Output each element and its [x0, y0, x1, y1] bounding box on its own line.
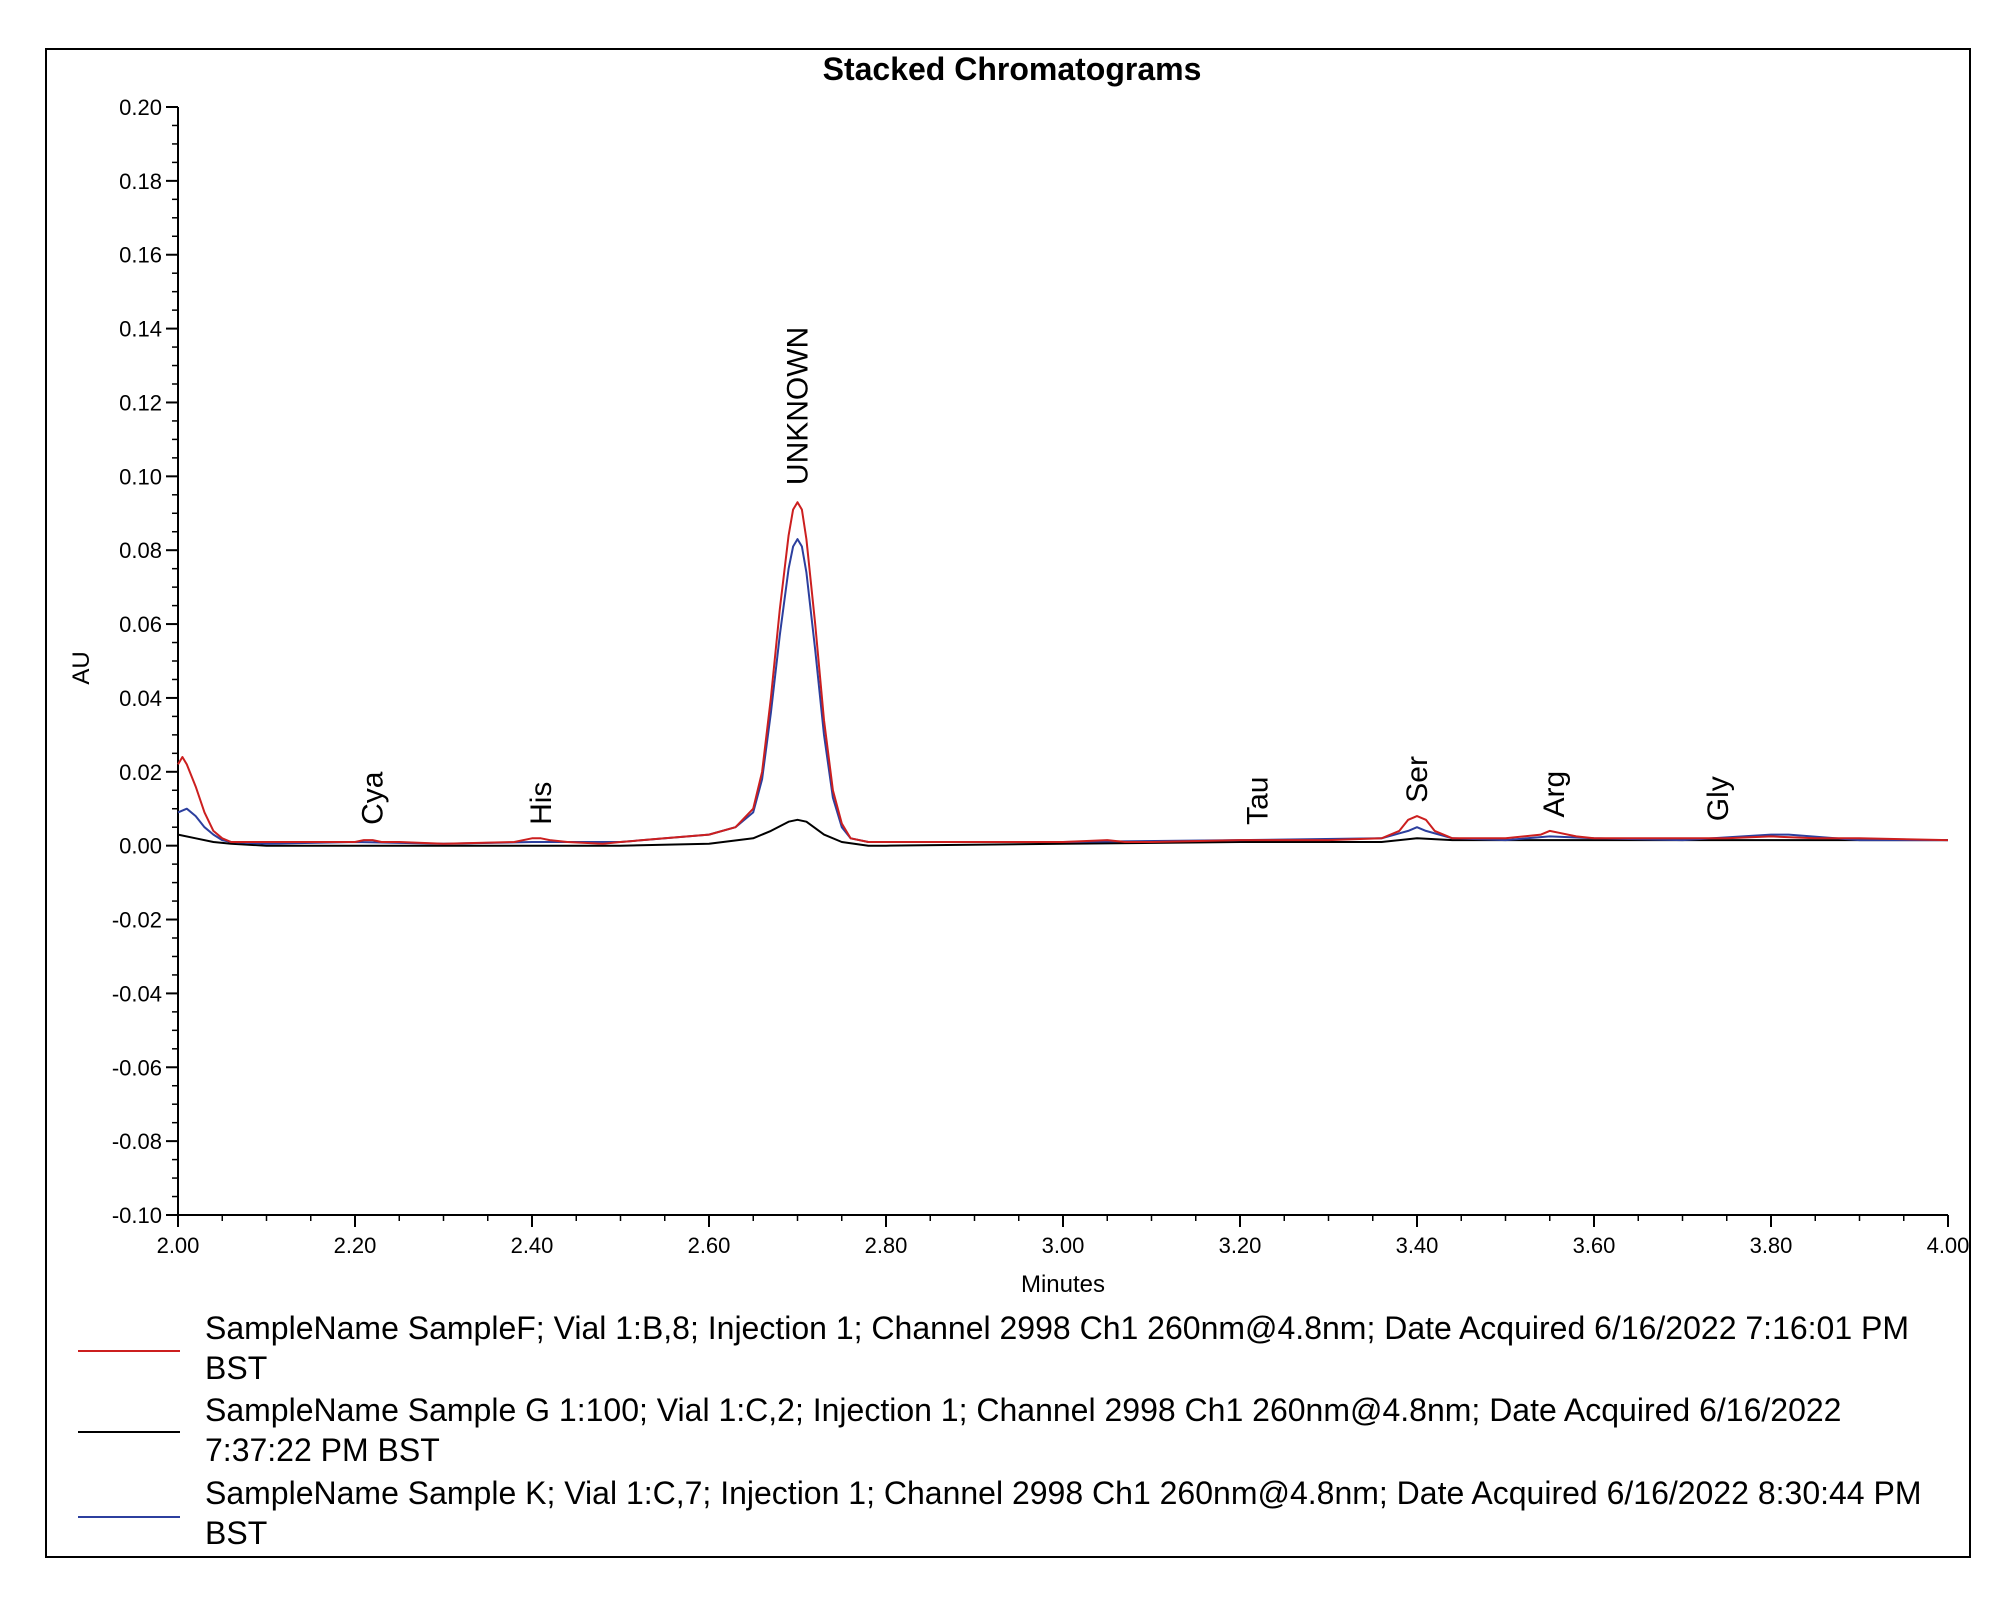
x-tick-label: 2.40: [511, 1233, 554, 1258]
y-tick-label: 0.06: [119, 612, 162, 637]
y-tick-label: 0.04: [119, 686, 162, 711]
y-tick-label: -0.08: [112, 1129, 162, 1154]
y-tick-label: 0.12: [119, 390, 162, 415]
series-line: [177, 501, 1949, 845]
peak-label: Tau: [1242, 777, 1275, 825]
x-tick-label: 3.80: [1750, 1233, 1793, 1258]
y-tick-label: 0.10: [119, 464, 162, 489]
peak-label: His: [525, 782, 558, 825]
peak-label: Arg: [1538, 771, 1571, 818]
chart-title: Stacked Chromatograms: [823, 51, 1202, 87]
x-tick-label: 2.60: [688, 1233, 731, 1258]
y-tick-label: -0.02: [112, 908, 162, 933]
x-tick-label: 2.20: [334, 1233, 377, 1258]
peak-label: Ser: [1401, 756, 1434, 803]
y-tick-label: -0.04: [112, 981, 162, 1006]
y-tick-label: 0.20: [119, 95, 162, 120]
y-tick-label: 0.08: [119, 538, 162, 563]
x-tick-label: 3.00: [1042, 1233, 1085, 1258]
x-tick-label: 2.80: [865, 1233, 908, 1258]
y-tick-label: -0.06: [112, 1055, 162, 1080]
peak-label: Cya: [357, 771, 390, 825]
x-tick-label: 4.00: [1927, 1233, 1970, 1258]
y-tick-label: 0.00: [119, 834, 162, 859]
chart-frame: [45, 48, 1971, 1558]
y-tick-label: -0.10: [112, 1203, 162, 1228]
y-tick-label: 0.14: [119, 317, 162, 342]
x-tick-label: 3.60: [1573, 1233, 1616, 1258]
peak-label: Gly: [1702, 776, 1735, 821]
y-axis-label: AU: [68, 651, 95, 684]
y-tick-label: 0.16: [119, 243, 162, 268]
y-tick-label: 0.18: [119, 169, 162, 194]
x-tick-label: 3.20: [1219, 1233, 1262, 1258]
x-tick-label: 3.40: [1396, 1233, 1439, 1258]
series-line: [177, 538, 1948, 845]
x-tick-label: 2.00: [157, 1233, 200, 1258]
y-tick-label: 0.02: [119, 760, 162, 785]
peak-label: UNKNOWN: [782, 327, 815, 485]
x-axis-label: Minutes: [1021, 1271, 1105, 1298]
